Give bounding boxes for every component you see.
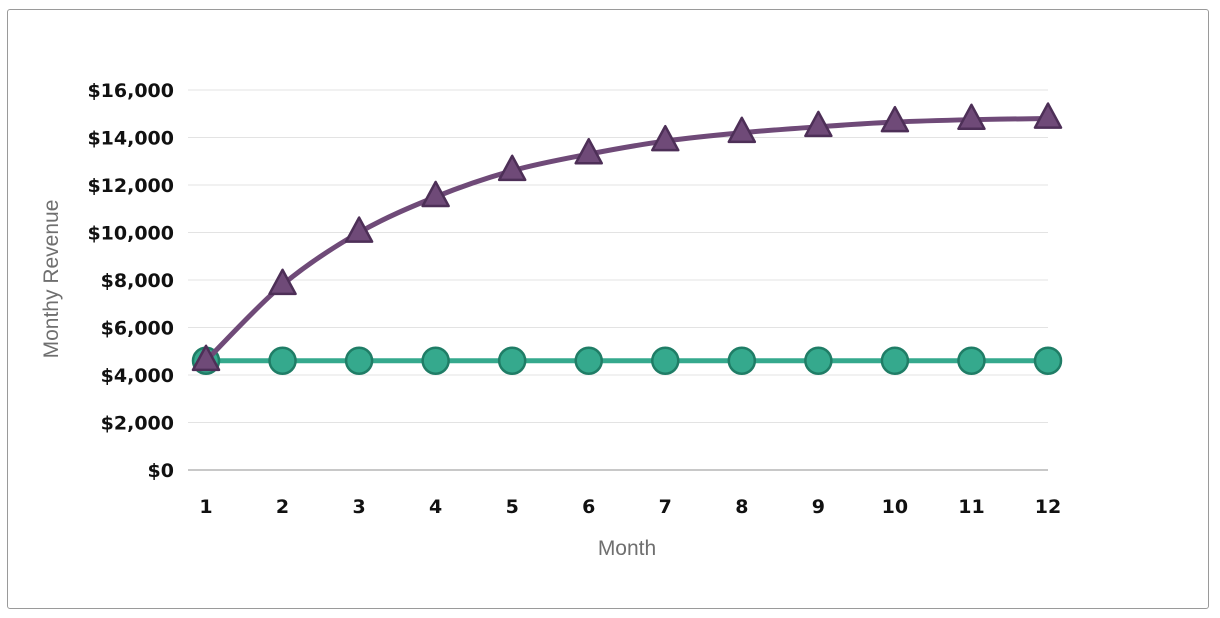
data-point [1033, 102, 1063, 129]
y-tick-label: $14,000 [87, 128, 174, 150]
series-triangle [191, 102, 1063, 372]
data-point [268, 346, 297, 375]
y-axis-label: Monthy Revenue [40, 200, 63, 359]
data-point [880, 105, 910, 133]
data-point [574, 137, 603, 165]
series-group [191, 102, 1063, 375]
x-tick-label: 3 [352, 496, 365, 518]
data-point [421, 346, 450, 375]
data-point [497, 346, 527, 375]
x-tick-label: 11 [958, 496, 984, 518]
data-point [421, 180, 450, 208]
data-point [1033, 346, 1063, 375]
x-tick-label: 6 [582, 496, 595, 518]
x-axis-label: Month [598, 537, 656, 560]
y-tick-label: $6,000 [101, 318, 174, 340]
y-axis-ticks: $0 $2,000 $4,000 $6,000 $8,000 $10,000 $12,000… [87, 80, 174, 482]
y-tick-label: $12,000 [87, 175, 174, 197]
data-point [497, 154, 527, 182]
data-point [880, 346, 910, 375]
y-tick-label: $2,000 [101, 413, 174, 435]
data-point [651, 346, 680, 375]
x-tick-label: 4 [429, 496, 442, 518]
data-point [727, 116, 757, 144]
x-axis-ticks: 1 2 3 4 5 6 7 8 9 10 11 12 [199, 496, 1061, 518]
data-point [191, 344, 221, 372]
data-point [957, 346, 986, 375]
data-point [957, 103, 986, 131]
series-circle [191, 346, 1063, 375]
data-point [268, 268, 297, 296]
data-point [651, 124, 680, 152]
x-tick-label: 2 [276, 496, 289, 518]
x-tick-label: 7 [659, 496, 672, 518]
data-point [574, 346, 603, 375]
y-tick-label: $8,000 [101, 270, 174, 292]
x-tick-label: 9 [812, 496, 825, 518]
gridlines [188, 89, 1048, 471]
data-point [344, 216, 374, 243]
series-line [203, 116, 1051, 364]
x-tick-label: 8 [735, 496, 748, 518]
y-tick-label: $16,000 [87, 80, 174, 102]
chart-frame [7, 9, 1209, 609]
data-point [727, 346, 757, 375]
y-tick-label: $4,000 [101, 365, 174, 387]
x-tick-label: 1 [199, 496, 212, 518]
y-tick-label: $0 [148, 460, 174, 482]
y-tick-label: $10,000 [87, 223, 174, 245]
data-point [344, 346, 374, 375]
data-point [804, 346, 833, 375]
x-tick-label: 5 [506, 496, 519, 518]
x-tick-label: 12 [1035, 496, 1061, 518]
data-point [804, 110, 833, 138]
x-tick-label: 10 [882, 496, 908, 518]
